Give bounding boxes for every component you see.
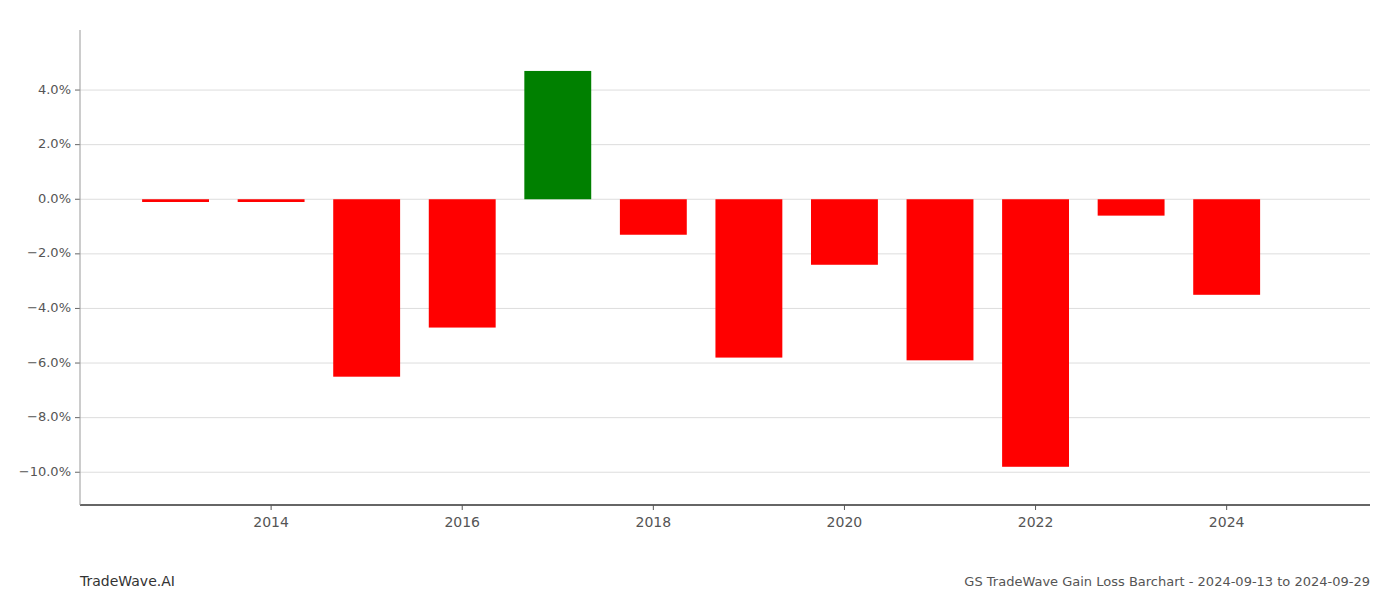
bar [620,199,687,234]
y-tick [75,90,80,91]
grid-line [80,144,1370,145]
footer-right: GS TradeWave Gain Loss Barchart - 2024-0… [964,574,1370,589]
bar [907,199,974,360]
bar [524,71,591,199]
x-tick [653,505,654,510]
bar [811,199,878,265]
y-tick [75,417,80,418]
x-tick [844,505,845,510]
y-tick [75,199,80,200]
y-tick-label: −4.0% [27,300,71,315]
page: {"chart_data": {"type": "bar", "x": [201… [0,0,1400,600]
y-tick-label: −10.0% [19,464,71,479]
bar [1002,199,1069,467]
y-tick-label: −6.0% [27,355,71,370]
x-tick-label: 2014 [253,514,289,530]
grid-line [80,417,1370,418]
bar [1098,199,1165,215]
x-ticks: 2014 2016 2018 2020 2022 2024 [253,505,1244,530]
y-tick-label: 2.0% [38,136,71,151]
footer-left: TradeWave.AI [79,573,175,589]
y-tick [75,308,80,309]
y-tick [75,363,80,364]
chart-svg: −10.0% −8.0% −6.0% −4.0% −2.0% 0.0% 2.0% 4.0% 20… [0,0,1400,600]
chart-container: −10.0% −8.0% −6.0% −4.0% −2.0% 0.0% 2.0% 4.0% 20… [0,0,1400,600]
y-tick-label: 0.0% [38,191,71,206]
x-tick-label: 2024 [1209,514,1245,530]
y-axis-line [80,30,81,505]
bar [1193,199,1260,295]
x-axis-line [80,504,1370,506]
bars [142,71,1260,467]
bar [238,199,305,202]
y-tick [75,144,80,145]
grid-line [80,363,1370,364]
x-tick [1035,505,1036,510]
y-tick-label: −2.0% [27,245,71,260]
y-tick [75,253,80,254]
grid-line [80,472,1370,473]
x-tick-label: 2022 [1018,514,1054,530]
x-tick [1226,505,1227,510]
bar [429,199,496,327]
y-tick [75,472,80,473]
y-grid [80,90,1370,472]
x-tick-label: 2018 [636,514,672,530]
y-tick-label: 4.0% [38,82,71,97]
x-tick-label: 2020 [827,514,863,530]
x-tick [462,505,463,510]
grid-line [80,90,1370,91]
bar [715,199,782,357]
bar [333,199,400,376]
y-tick-label: −8.0% [27,409,71,424]
y-tick-labels: −10.0% −8.0% −6.0% −4.0% −2.0% 0.0% 2.0% 4.0% [19,82,80,479]
bar [142,199,209,202]
x-tick [271,505,272,510]
x-tick-label: 2016 [444,514,480,530]
